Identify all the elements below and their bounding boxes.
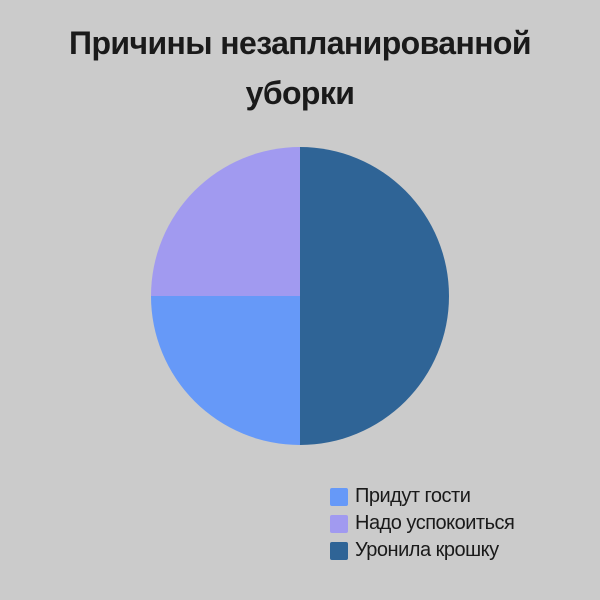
legend-label: Придут гости [355, 485, 471, 507]
legend-label: Надо успокоиться [355, 512, 515, 534]
pie-chart [151, 147, 449, 445]
legend-item: Придут гости [330, 483, 514, 510]
legend-item: Надо успокоиться [330, 510, 515, 537]
chart-title: Причины незапланированной уборки [69, 25, 532, 111]
legend-item: Уронила крошку [330, 537, 514, 564]
legend-label: Уронила крошку [355, 539, 499, 561]
legend-swatch-icon [330, 487, 348, 506]
legend: Придут гости Надо успокоиться Уронила крош… [330, 483, 515, 564]
legend-swatch-icon [330, 514, 348, 533]
legend-swatch-icon [330, 541, 348, 560]
